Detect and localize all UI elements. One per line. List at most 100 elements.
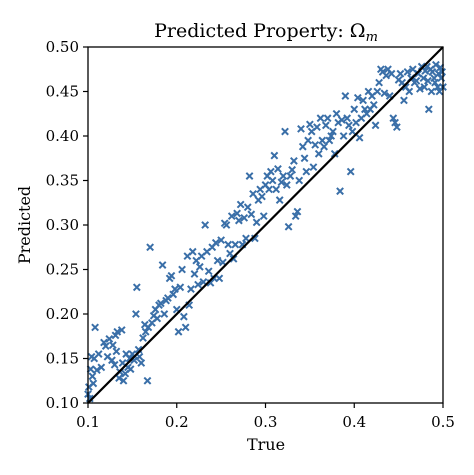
data-point	[174, 327, 183, 336]
data-point	[201, 221, 210, 229]
y-tick-label: 0.25	[46, 261, 79, 279]
data-point	[431, 60, 440, 69]
data-point	[141, 327, 150, 336]
data-point	[359, 96, 368, 105]
data-point	[134, 345, 143, 354]
data-point	[224, 240, 233, 249]
data-point	[110, 360, 119, 369]
data-point	[181, 323, 190, 332]
data-point	[188, 247, 197, 256]
chart-title-subscript: m	[366, 30, 378, 45]
data-point	[371, 121, 380, 130]
data-point	[300, 154, 309, 163]
data-point	[217, 236, 226, 245]
x-tick-label: 0.2	[165, 413, 189, 431]
data-point	[178, 265, 186, 274]
data-point	[268, 176, 277, 185]
data-point	[215, 274, 224, 283]
data-point	[305, 120, 314, 129]
data-point	[250, 234, 259, 243]
data-point	[313, 123, 321, 132]
data-point	[266, 167, 275, 176]
data-point	[163, 294, 172, 302]
y-tick-label: 0.10	[46, 394, 79, 412]
data-point	[424, 76, 432, 85]
data-point	[431, 78, 439, 87]
data-point	[113, 327, 122, 336]
data-point	[316, 114, 325, 123]
data-point	[421, 67, 430, 75]
data-point	[194, 280, 202, 289]
x-axis-label: True	[247, 435, 285, 454]
data-point	[323, 114, 332, 123]
data-point	[115, 374, 123, 382]
data-point	[311, 140, 320, 149]
data-point	[97, 363, 106, 372]
data-point	[279, 172, 288, 180]
data-point	[330, 149, 339, 158]
data-point	[91, 323, 100, 332]
data-point	[117, 326, 126, 334]
data-point	[249, 189, 257, 198]
data-point	[282, 181, 291, 189]
data-point	[438, 68, 447, 76]
data-point	[258, 192, 266, 201]
data-point	[346, 167, 355, 176]
data-point	[345, 121, 353, 130]
data-point	[89, 379, 98, 388]
data-point	[213, 256, 222, 265]
data-point	[318, 136, 327, 145]
data-point	[405, 87, 414, 96]
data-point	[101, 342, 110, 350]
x-tick-label: 0.3	[254, 413, 278, 431]
data-point	[325, 136, 334, 145]
data-layer	[84, 60, 447, 403]
data-point	[288, 165, 297, 174]
data-point	[156, 299, 165, 308]
data-point	[108, 356, 116, 365]
data-point	[350, 105, 359, 114]
data-point	[428, 68, 437, 76]
data-point	[88, 372, 97, 381]
data-point	[243, 203, 252, 212]
data-point	[375, 78, 384, 87]
data-point	[284, 222, 293, 231]
y-tick-label: 0.40	[46, 127, 79, 145]
data-point	[167, 271, 176, 280]
data-point	[420, 83, 429, 91]
data-point	[112, 347, 121, 356]
data-point	[176, 283, 185, 292]
data-point	[204, 267, 213, 276]
data-point	[348, 127, 357, 136]
y-tick-label: 0.30	[46, 216, 79, 234]
data-point	[298, 142, 307, 151]
data-point	[274, 165, 282, 173]
data-point	[320, 142, 328, 151]
data-point	[211, 238, 220, 247]
data-point	[105, 335, 114, 343]
data-point	[233, 209, 242, 218]
data-point	[295, 176, 304, 185]
data-point	[289, 157, 298, 165]
data-point	[125, 354, 134, 363]
data-point	[234, 216, 243, 225]
data-point	[297, 124, 305, 133]
x-tick-label: 0.1	[76, 413, 100, 431]
data-point	[329, 127, 337, 136]
data-point	[153, 314, 162, 323]
data-point	[222, 221, 231, 229]
data-point	[353, 93, 362, 102]
chart-title-symbol: Ω	[350, 20, 366, 42]
data-point	[387, 69, 396, 78]
data-point	[146, 243, 155, 252]
data-point	[343, 114, 352, 123]
y-tick-label: 0.50	[46, 38, 79, 56]
y-tick-label: 0.45	[46, 83, 79, 101]
y-axis-label: Predicted	[15, 186, 34, 264]
data-point	[392, 123, 401, 132]
data-point	[132, 310, 140, 318]
data-point	[337, 116, 346, 124]
data-point	[160, 310, 169, 318]
data-point	[158, 261, 167, 269]
